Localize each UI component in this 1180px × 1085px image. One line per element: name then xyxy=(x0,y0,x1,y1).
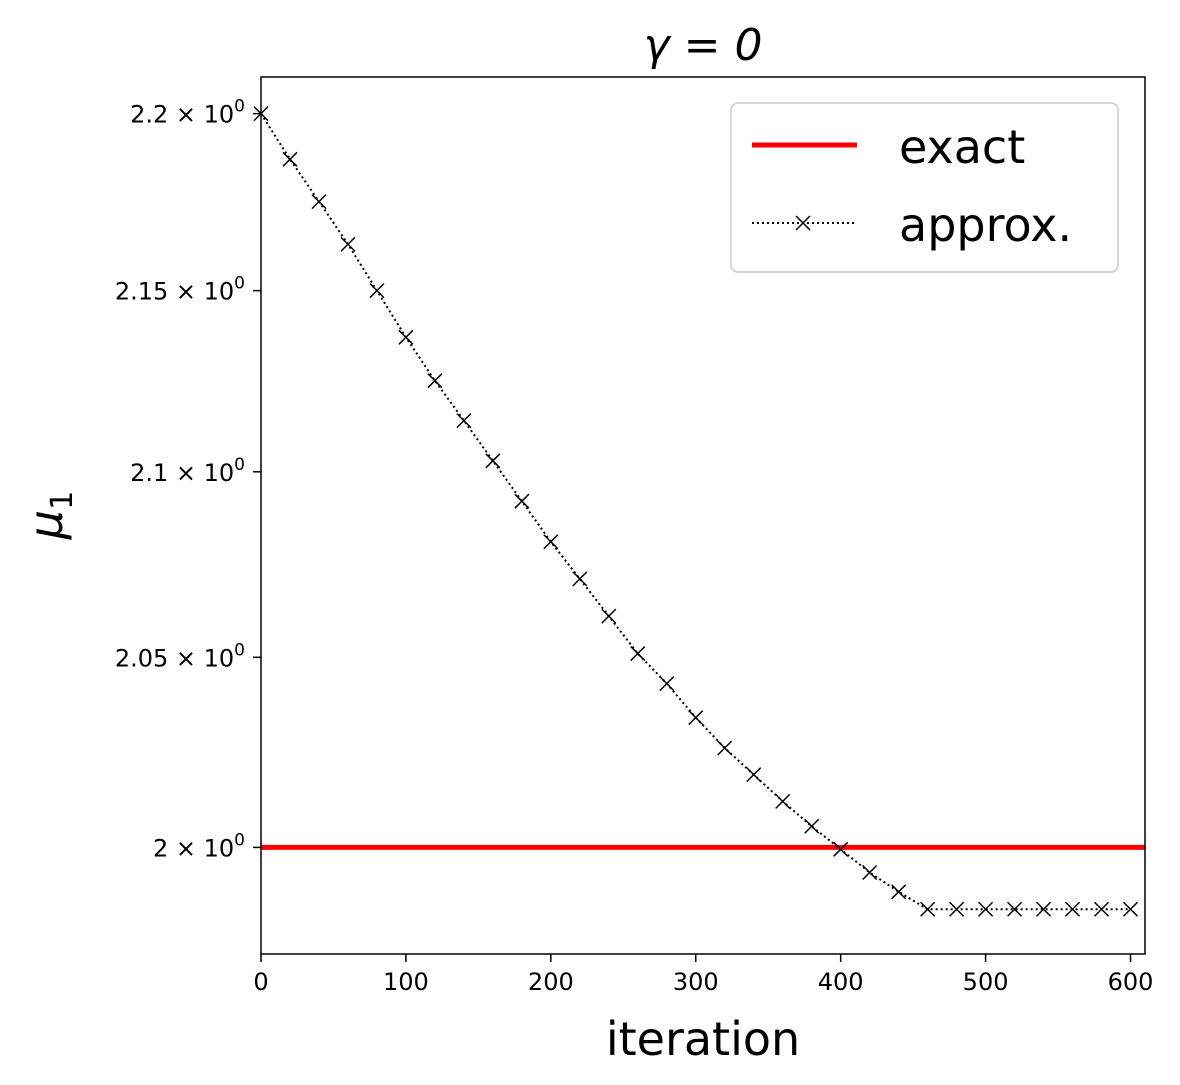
data-point-approx xyxy=(833,841,849,857)
data-point-approx xyxy=(485,453,501,469)
data-point-approx xyxy=(1065,901,1081,917)
data-point-approx xyxy=(456,413,472,429)
y-tick-label: 2.1 × 100 xyxy=(130,455,245,487)
x-tick-label: 0 xyxy=(253,968,268,996)
x-tick-label: 400 xyxy=(818,968,864,996)
data-point-approx xyxy=(1036,901,1052,917)
y-tick-label: 2 × 100 xyxy=(153,830,245,862)
x-tick-label: 500 xyxy=(963,968,1009,996)
plot-frame xyxy=(260,76,1146,955)
data-point-approx xyxy=(746,767,762,783)
data-point-approx xyxy=(311,194,327,210)
data-point-approx xyxy=(862,864,878,881)
data-point-approx xyxy=(369,283,385,299)
data-point-approx xyxy=(804,818,820,834)
data-point-approx xyxy=(398,329,414,345)
data-point-approx xyxy=(891,884,907,900)
x-tick-label: 600 xyxy=(1108,968,1154,996)
data-point-approx xyxy=(514,493,530,509)
legend-label-exact: exact xyxy=(899,120,1025,174)
chart-title: γ = 0 xyxy=(644,20,763,71)
data-point-approx xyxy=(1122,901,1139,917)
y-tick-label: 2.15 × 100 xyxy=(115,274,245,306)
data-point-approx xyxy=(949,901,965,917)
data-point-approx xyxy=(427,373,443,389)
y-axis-label: μ1 xyxy=(19,491,80,540)
legend-label-approx: approx. xyxy=(899,198,1072,252)
x-axis: 0 100 200 300 400 500 600 xyxy=(253,954,1153,996)
x-axis-label: iteration xyxy=(606,1012,800,1066)
y-axis: 2 × 100 2.05 × 100 2.1 × 100 2.15 × 100 2.2 … xyxy=(115,97,261,862)
legend: exact approx. xyxy=(730,102,1119,273)
y-axis-label-symbol: μ xyxy=(19,510,73,540)
data-point-approx xyxy=(920,901,936,917)
y-axis-label-subscript: 1 xyxy=(45,491,80,510)
data-point-approx xyxy=(1093,901,1110,917)
y-tick-label: 2.05 × 100 xyxy=(115,640,245,672)
data-point-approx xyxy=(659,676,675,692)
legend-marker-approx xyxy=(795,215,811,231)
data-point-approx xyxy=(688,710,704,726)
data-point-approx xyxy=(775,793,791,809)
data-point-approx xyxy=(978,901,994,917)
data-point-approx xyxy=(282,151,298,167)
x-tick-label: 300 xyxy=(673,968,719,996)
x-tick-label: 200 xyxy=(528,968,574,996)
data-point-approx xyxy=(630,646,646,662)
data-point-approx xyxy=(572,571,588,587)
data-point-approx xyxy=(340,236,356,252)
plot-area xyxy=(253,106,1145,917)
y-tick-label: 2.2 × 100 xyxy=(130,97,245,129)
x-tick-label: 100 xyxy=(383,968,429,996)
data-point-approx xyxy=(601,608,617,624)
data-point-approx xyxy=(543,534,559,550)
data-point-approx xyxy=(717,740,733,756)
data-point-approx xyxy=(1007,901,1023,917)
